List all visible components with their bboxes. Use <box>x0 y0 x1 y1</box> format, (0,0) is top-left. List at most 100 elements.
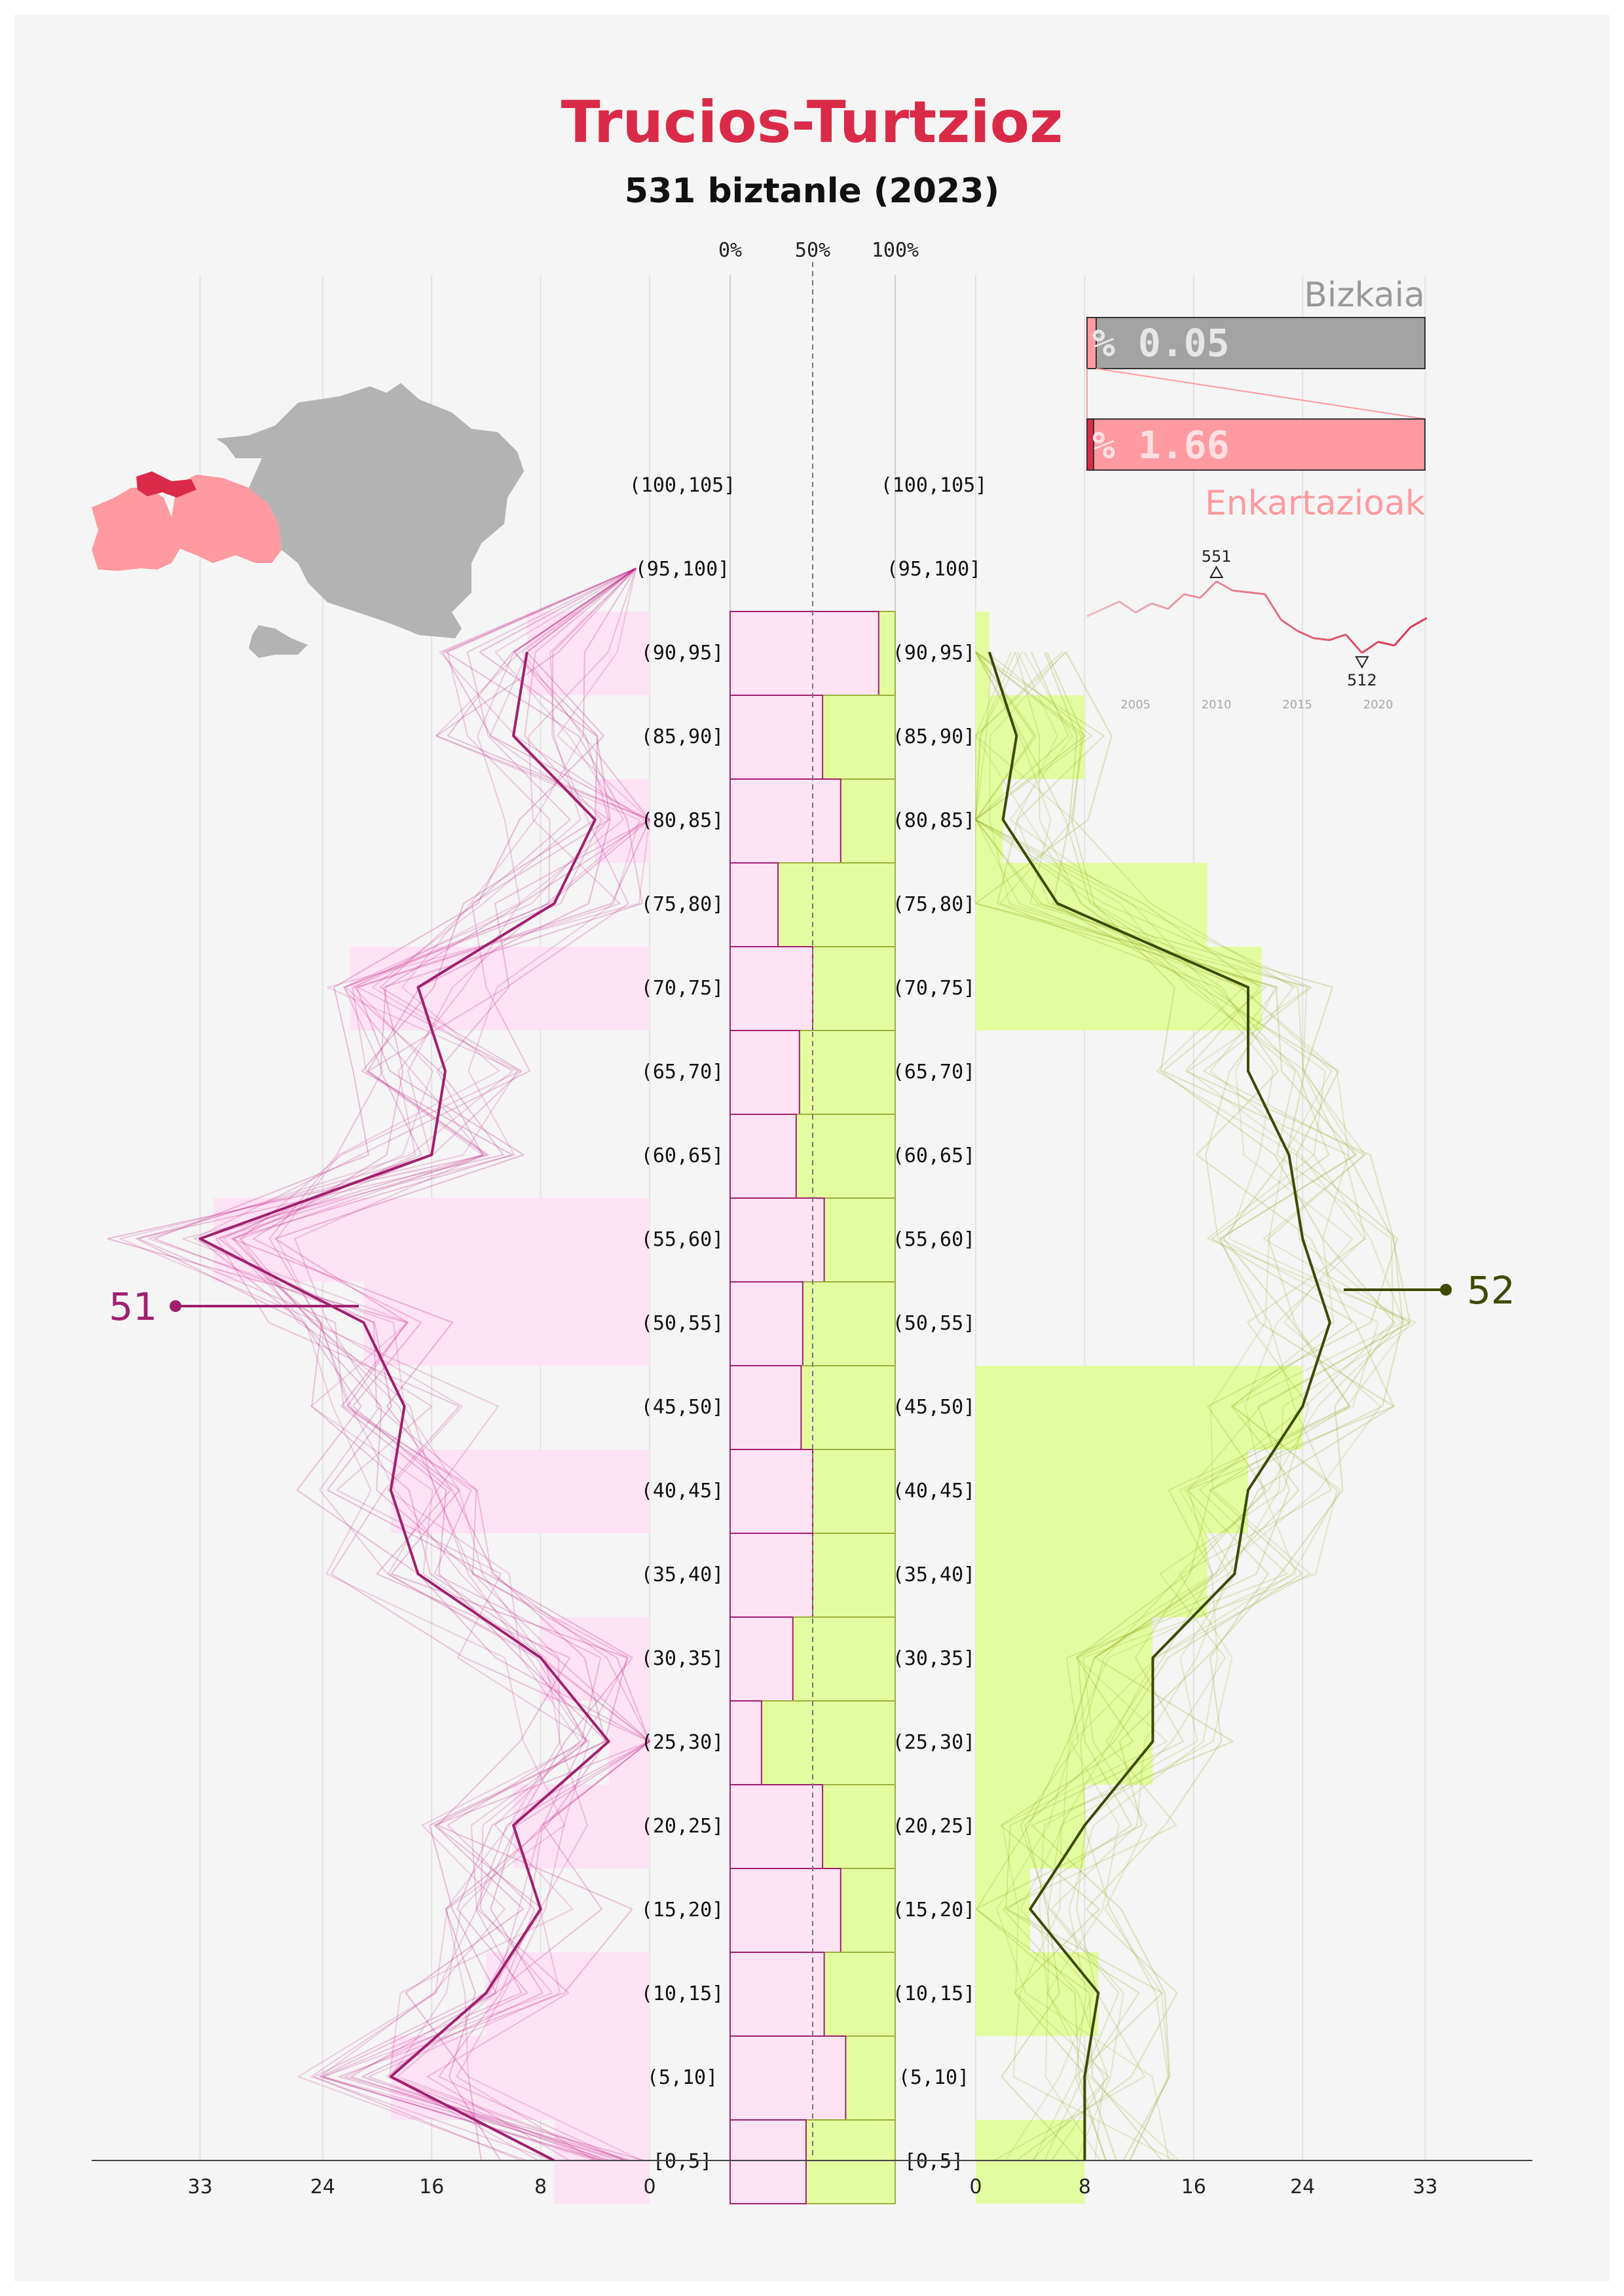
male-bar <box>976 779 1003 863</box>
page-title: Trucios-Turtzioz <box>561 88 1063 156</box>
trend-segment <box>1410 617 1428 629</box>
female-historic-line <box>138 568 637 2161</box>
municipality-highlight <box>136 471 196 498</box>
share-tick-label: 50% <box>795 239 830 262</box>
female-x-tick: 16 <box>419 2176 444 2198</box>
trend-segment <box>1118 600 1136 613</box>
female-historic-line <box>294 568 637 2161</box>
trend-segment <box>1264 593 1282 621</box>
subregion-share-highlight <box>1086 418 1094 471</box>
trend-min-label: 512 <box>1347 671 1377 689</box>
male-historic-line <box>996 651 1333 2161</box>
age-label-left: (25,30] <box>641 1731 724 1754</box>
male-historic-line <box>975 651 1350 2161</box>
female-bar <box>595 779 650 863</box>
age-label-left: (5,10] <box>647 2066 718 2089</box>
female-historic-line <box>239 568 637 2161</box>
share-female-segment <box>729 1030 800 1115</box>
locator-map <box>92 383 524 658</box>
male-historic-line <box>975 651 1365 2161</box>
female-x-tick: 24 <box>310 2176 335 2198</box>
current-lines <box>198 651 1331 2162</box>
female-bar <box>540 1617 650 1701</box>
female-share-column: 0% 50% 100% <box>718 239 919 2204</box>
male-x-tick: 24 <box>1290 2176 1315 2198</box>
female-bar <box>486 1952 650 2036</box>
male-bar <box>976 863 1208 947</box>
age-label-right: (35,40] <box>893 1563 975 1586</box>
region-share-highlight <box>1086 317 1097 369</box>
trend-segment <box>1167 593 1185 610</box>
age-label-left: (70,75] <box>641 977 724 1000</box>
female-historic-line <box>268 568 637 2161</box>
age-label-right: (65,70] <box>893 1061 975 1084</box>
female-historic-line <box>182 568 642 2161</box>
share-connector <box>1086 368 1426 420</box>
region-share-value: % 0.05 <box>1092 321 1230 365</box>
age-label-left: (95,100] <box>635 558 730 581</box>
female-historic-line <box>136 568 650 2161</box>
age-label-right: (60,65] <box>893 1144 975 1167</box>
male-bar <box>976 1701 1153 1785</box>
share-tick-label: 0% <box>718 239 742 262</box>
male-bar <box>976 1868 1031 1952</box>
share-female-segment <box>729 1616 794 1702</box>
male-x-tick: 0 <box>969 2176 982 2198</box>
age-label-left: (30,35] <box>641 1647 724 1670</box>
female-bar <box>554 2120 650 2204</box>
age-label-right: (20,25] <box>893 1815 975 1838</box>
male-current-line <box>987 651 1331 2160</box>
male-historic-line <box>1000 651 1398 2161</box>
trend-segment <box>1329 633 1346 642</box>
male-historic-line <box>975 651 1395 2161</box>
female-historic-line <box>218 568 650 2161</box>
male-bar <box>976 2120 1085 2204</box>
age-label-left: (45,50] <box>641 1396 724 1419</box>
age-label-right: (10,15] <box>893 1982 975 2005</box>
female-historic-line <box>119 568 650 2161</box>
trend-segment <box>1151 602 1168 610</box>
age-label-left: (90,95] <box>641 642 724 665</box>
trend-x-tick: 2010 <box>1202 698 1232 712</box>
male-historic-line <box>1014 651 1394 2161</box>
subregion-label: Enkartazioak <box>1205 484 1425 523</box>
population-trend-inset: 551 512 2005 2010 2015 2020 <box>1086 547 1428 712</box>
subregion-map-shape <box>92 475 282 571</box>
male-historic-line <box>1009 651 1365 2161</box>
male-historic-line <box>975 651 1395 2161</box>
age-label-right: (50,55] <box>893 1312 975 1335</box>
share-female-segment <box>729 2035 847 2121</box>
female-x-tick: 0 <box>643 2176 655 2198</box>
trend-segment <box>1280 619 1298 632</box>
trend-segment <box>1135 602 1153 613</box>
trend-segment <box>1378 640 1395 647</box>
age-label-left: (10,15] <box>641 1982 724 2005</box>
share-tick-label: 100% <box>872 239 919 262</box>
age-label-left: (20,25] <box>641 1815 724 1838</box>
female-historic-line <box>215 568 650 2161</box>
trend-segment <box>1297 630 1314 640</box>
female-historic-line <box>197 568 650 2161</box>
share-female-segment <box>729 1700 762 1785</box>
male-historic-line <box>975 651 1405 2161</box>
trend-segment <box>1313 637 1330 642</box>
male-bar <box>976 611 989 695</box>
male-historic-line <box>975 651 1403 2161</box>
age-label-right: (45,50] <box>893 1396 975 1419</box>
trend-segment <box>1215 580 1234 592</box>
trend-segment <box>1086 608 1104 617</box>
trend-x-tick: 2005 <box>1120 698 1151 712</box>
female-historic-line <box>147 568 650 2161</box>
age-label-left: [0,5] <box>653 2150 712 2173</box>
region-enclave-shape <box>249 625 308 658</box>
male-bar <box>976 947 1262 1030</box>
trend-x-tick: 2020 <box>1363 698 1393 712</box>
age-label-left: (80,85] <box>641 809 724 832</box>
pyramid-bars <box>213 611 1303 2204</box>
age-label-right: (40,45] <box>893 1480 975 1503</box>
page-subtitle: 531 biztanle (2023) <box>624 172 1000 211</box>
region-share-bar <box>1086 317 1426 369</box>
female-total-marker: 51 <box>109 1285 359 1329</box>
female-historic-line <box>240 568 650 2161</box>
